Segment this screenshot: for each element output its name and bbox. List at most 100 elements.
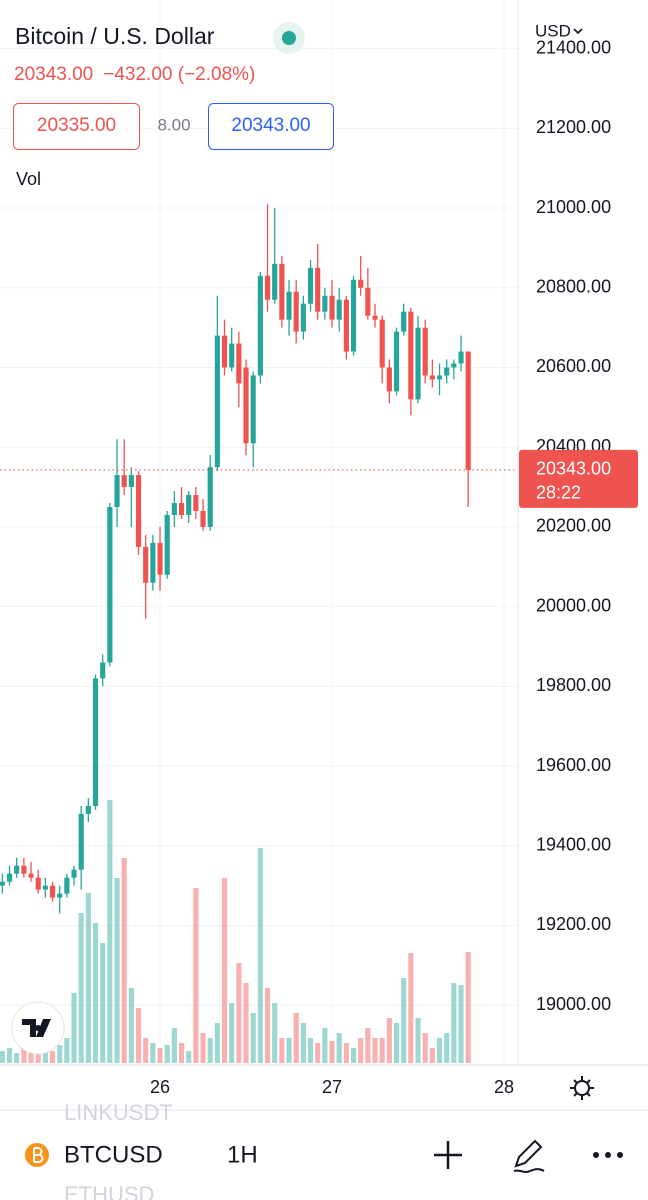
candle-body xyxy=(286,291,292,320)
candle-body xyxy=(107,506,113,663)
candle-body xyxy=(171,503,177,515)
volume-bar xyxy=(372,1038,378,1063)
volume-bar xyxy=(429,1048,435,1063)
logo[interactable] xyxy=(22,1019,51,1037)
volume-bar xyxy=(279,1038,285,1063)
buy-button[interactable] xyxy=(208,103,334,150)
candle-body xyxy=(279,263,285,320)
volume-bar xyxy=(436,1038,443,1063)
symbol-title: Bitcoin / U.S. Dollar xyxy=(15,23,215,49)
volume-bar xyxy=(451,983,457,1063)
volume-bar xyxy=(178,1043,185,1063)
candle-body xyxy=(64,877,70,894)
bid[interactable]: 20335.00 xyxy=(37,115,116,136)
candle-body xyxy=(401,311,407,332)
volume-bar xyxy=(236,963,242,1063)
currency[interactable]: USD xyxy=(535,21,571,40)
more-icon[interactable] xyxy=(593,1152,623,1158)
price-overlay: 19000.00 19200.00 19400.00 19600.00 19800.00… xyxy=(150,37,638,1097)
volume-bar xyxy=(21,1043,27,1063)
candle-body xyxy=(465,351,471,470)
y-tick-label: 20800.00 xyxy=(536,277,611,297)
volume-bar xyxy=(458,985,464,1063)
y-tick-label: 19400.00 xyxy=(536,835,611,855)
candle-body xyxy=(150,542,156,583)
more-dot[interactable] xyxy=(593,1152,599,1158)
candle-body xyxy=(365,287,371,316)
volume-bar xyxy=(157,1048,163,1063)
volume-bar xyxy=(286,1038,292,1063)
ask[interactable]: 20343.00 xyxy=(231,115,310,136)
candle-body xyxy=(92,678,99,806)
candle-body xyxy=(100,662,106,679)
volume-bar xyxy=(0,1051,5,1063)
candle-body xyxy=(243,367,249,444)
currency-chevron[interactable] xyxy=(573,28,583,35)
x-tick-label: 26 xyxy=(150,1077,170,1097)
candle-body xyxy=(393,331,400,392)
volume-bar xyxy=(164,1045,170,1063)
draw-icon[interactable] xyxy=(513,1139,545,1173)
volume-bar xyxy=(186,1051,192,1063)
more-dot[interactable] xyxy=(617,1152,623,1158)
prev-symbol: LINKUSDT xyxy=(64,1100,173,1125)
volume-bar xyxy=(107,800,113,1063)
btc-icon-glyph[interactable] xyxy=(33,1147,44,1163)
volume-bar xyxy=(465,952,471,1063)
volume-bar xyxy=(358,1038,364,1063)
volume-bar xyxy=(207,1038,213,1063)
volume-bar xyxy=(92,923,99,1063)
candle-body xyxy=(350,279,357,352)
y-tick-label: 20000.00 xyxy=(536,595,611,615)
settings-icon[interactable] xyxy=(570,1076,594,1100)
symbol[interactable]: BTCUSD xyxy=(64,1141,163,1168)
countdown: 28:22 xyxy=(536,483,581,503)
candle-body xyxy=(35,877,41,890)
volume-bar xyxy=(257,848,263,1063)
candle-body xyxy=(193,495,199,511)
add-icon[interactable] xyxy=(434,1141,462,1169)
candle-body xyxy=(49,885,56,898)
volume-bar xyxy=(365,1028,371,1063)
settings-ring[interactable] xyxy=(574,1080,590,1096)
candle-body xyxy=(458,351,464,364)
y-tick-label: 19200.00 xyxy=(536,914,611,934)
plot-area xyxy=(0,0,518,1065)
volume-bar xyxy=(322,1028,328,1063)
candle-body xyxy=(207,467,213,527)
volume-bar xyxy=(229,1003,235,1063)
candle-body xyxy=(114,475,120,507)
candle-body xyxy=(300,303,306,332)
y-tick-label: 19800.00 xyxy=(536,675,611,695)
settings-rays[interactable] xyxy=(570,1076,594,1100)
volume-bar xyxy=(14,1053,20,1063)
volume-bar xyxy=(444,1033,450,1063)
candle-body xyxy=(71,869,77,878)
candle-body xyxy=(186,495,192,515)
candle-body xyxy=(85,805,91,814)
sell-button[interactable] xyxy=(13,103,140,150)
volume-bar xyxy=(386,1018,392,1063)
y-tick-label: 19600.00 xyxy=(536,755,611,775)
volume-bar xyxy=(350,1048,357,1063)
volume-legend: Vol xyxy=(16,169,41,189)
volume-bar xyxy=(85,893,91,1063)
volume-bar xyxy=(422,1033,428,1063)
candle-body xyxy=(121,475,127,488)
volume-bar xyxy=(114,878,120,1063)
candle-body xyxy=(293,291,299,332)
candle-body xyxy=(164,514,170,575)
volume-bar xyxy=(193,888,199,1063)
interval[interactable]: 1H xyxy=(227,1141,258,1168)
x-tick-label: 28 xyxy=(494,1077,514,1097)
volume-bar xyxy=(143,1038,149,1063)
last-price: 20343.00 xyxy=(14,64,93,85)
more-dot[interactable] xyxy=(605,1152,611,1158)
volume-bar xyxy=(250,1013,256,1063)
candle-body xyxy=(379,319,385,368)
bottom-bar xyxy=(0,1110,648,1200)
volume-bar xyxy=(393,1023,400,1063)
volume-bar xyxy=(150,1043,156,1063)
currency-bg xyxy=(526,14,636,50)
